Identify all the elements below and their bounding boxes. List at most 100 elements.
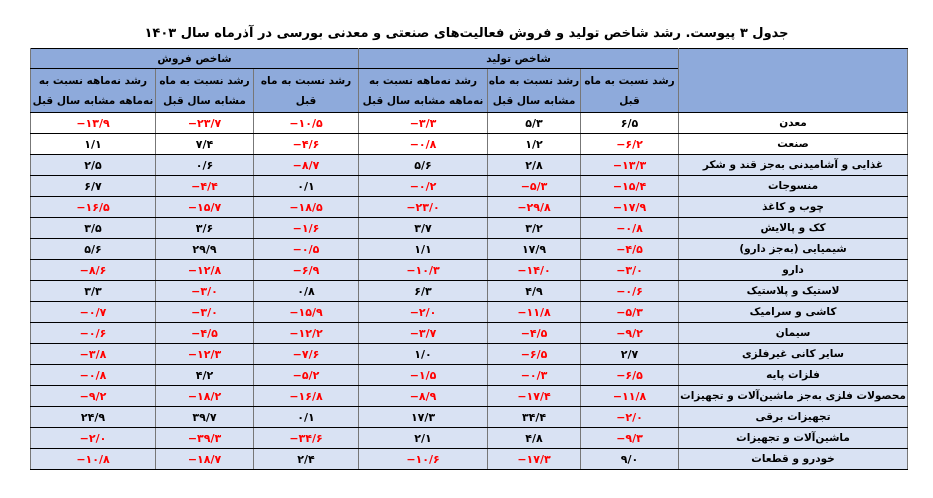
cell-sales-mom: −۱۲/۲ bbox=[253, 322, 360, 344]
cell-production-yoy: −۶/۵ bbox=[487, 343, 582, 365]
table-row: فلزات پایه −۶/۵ −۰/۳ −۱/۵ −۵/۲ ۴/۲ −۰/۸ bbox=[29, 364, 909, 386]
cell-production-mom: −۶/۲ bbox=[580, 133, 680, 155]
table-row: خودرو و قطعات ۹/۰ −۱۷/۳ −۱۰/۶ ۲/۴ −۱۸/۷ −۱۰/۸ bbox=[29, 448, 909, 470]
cell-sales-yoy: −۴/۴ bbox=[155, 175, 255, 197]
cell-production-mom: −۵/۳ bbox=[580, 301, 680, 323]
header-sales-group: شاخص فروش bbox=[29, 48, 360, 69]
header-sales-mom: رشد نسبت به ماه قبل bbox=[253, 68, 360, 113]
row-label: منسوجات bbox=[678, 175, 909, 197]
cell-sales-mom: −۱۵/۹ bbox=[253, 301, 360, 323]
cell-production-yoy: −۱۱/۸ bbox=[487, 301, 582, 323]
cell-production-yoy: −۴/۵ bbox=[487, 322, 582, 344]
table-title: جدول ۳ پیوست. رشد شاخص تولید و فروش فعال… bbox=[144, 26, 789, 41]
cell-sales-9m: −۱۶/۵ bbox=[29, 196, 157, 218]
header-sales-yoy: رشد نسبت به ماه مشابه سال قبل bbox=[155, 68, 255, 113]
cell-production-9m: −۸/۹ bbox=[358, 385, 489, 407]
header-production-yoy: رشد نسبت به ماه مشابه سال قبل bbox=[487, 68, 582, 113]
table-row: لاستیک و پلاستیک −۰/۶ ۴/۹ ۶/۳ ۰/۸ −۳/۰ ۳/۳ bbox=[29, 280, 909, 302]
cell-sales-mom: −۱۶/۸ bbox=[253, 385, 360, 407]
row-label: چوب و کاغذ bbox=[678, 196, 909, 218]
cell-sales-mom: −۵/۲ bbox=[253, 364, 360, 386]
row-label: شیمیایی (به‌جز دارو) bbox=[678, 238, 909, 260]
cell-production-9m: −۲۳/۰ bbox=[358, 196, 489, 218]
cell-production-9m: −۱۰/۳ bbox=[358, 259, 489, 281]
cell-production-9m: ۲/۱ bbox=[358, 427, 489, 449]
cell-sales-yoy: −۳/۰ bbox=[155, 301, 255, 323]
table-row: شیمیایی (به‌جز دارو) −۴/۵ ۱۷/۹ ۱/۱ −۰/۵ ۲۹/۹ ۵… bbox=[29, 238, 909, 260]
cell-sales-yoy: −۲۳/۷ bbox=[155, 112, 255, 134]
cell-production-mom: −۱۷/۹ bbox=[580, 196, 680, 218]
cell-sales-yoy: ۳/۶ bbox=[155, 217, 255, 239]
cell-sales-yoy: ۲۹/۹ bbox=[155, 238, 255, 260]
row-label: صنعت bbox=[678, 133, 909, 155]
cell-production-9m: ۱۷/۳ bbox=[358, 406, 489, 428]
cell-production-mom: −۴/۵ bbox=[580, 238, 680, 260]
cell-sales-9m: −۱۰/۸ bbox=[29, 448, 157, 470]
cell-production-mom: −۰/۸ bbox=[580, 217, 680, 239]
growth-table: شاخص تولید شاخص فروش رشد نسبت به ماه قبل… bbox=[29, 48, 909, 470]
cell-sales-9m: ۲۴/۹ bbox=[29, 406, 157, 428]
cell-production-yoy: −۰/۳ bbox=[487, 364, 582, 386]
cell-sales-mom: −۷/۶ bbox=[253, 343, 360, 365]
cell-sales-mom: ۲/۴ bbox=[253, 448, 360, 470]
cell-production-mom: ۲/۷ bbox=[580, 343, 680, 365]
cell-sales-mom: ۰/۱ bbox=[253, 175, 360, 197]
row-label: تجهیزات برقی bbox=[678, 406, 909, 428]
table-row: معدن ۶/۵ ۵/۳ −۳/۳ −۱۰/۵ −۲۳/۷ −۱۳/۹ bbox=[29, 112, 909, 134]
cell-production-yoy: −۵/۳ bbox=[487, 175, 582, 197]
cell-sales-mom: −۰/۵ bbox=[253, 238, 360, 260]
cell-sales-9m: −۰/۷ bbox=[29, 301, 157, 323]
cell-production-mom: ۶/۵ bbox=[580, 112, 680, 134]
cell-sales-9m: −۸/۶ bbox=[29, 259, 157, 281]
cell-sales-9m: −۰/۸ bbox=[29, 364, 157, 386]
cell-sales-yoy: −۱۲/۳ bbox=[155, 343, 255, 365]
row-label: ماشین‌آلات و تجهیزات bbox=[678, 427, 909, 449]
cell-sales-9m: −۰/۶ bbox=[29, 322, 157, 344]
cell-sales-9m: ۶/۷ bbox=[29, 175, 157, 197]
cell-sales-yoy: −۱۵/۷ bbox=[155, 196, 255, 218]
cell-production-mom: −۱۱/۸ bbox=[580, 385, 680, 407]
header-sales-9m: رشد نه‌ماهه نسبت به نه‌ماهه مشابه سال قب… bbox=[29, 68, 157, 113]
cell-sales-9m: ۲/۵ bbox=[29, 154, 157, 176]
cell-sales-9m: −۱۳/۹ bbox=[29, 112, 157, 134]
cell-sales-yoy: ۴/۲ bbox=[155, 364, 255, 386]
cell-production-mom: −۶/۵ bbox=[580, 364, 680, 386]
row-label: غذایی و آشامیدنی به‌جز قند و شکر bbox=[678, 154, 909, 176]
cell-sales-9m: ۳/۵ bbox=[29, 217, 157, 239]
cell-sales-mom: −۱/۶ bbox=[253, 217, 360, 239]
cell-sales-mom: −۶/۹ bbox=[253, 259, 360, 281]
cell-production-mom: −۹/۳ bbox=[580, 427, 680, 449]
row-label: سایر کانی غیرفلزی bbox=[678, 343, 909, 365]
table-row: کک و پالایش −۰/۸ ۳/۲ ۳/۷ −۱/۶ ۳/۶ ۳/۵ bbox=[29, 217, 909, 239]
cell-sales-yoy: −۴/۵ bbox=[155, 322, 255, 344]
cell-production-9m: ۵/۶ bbox=[358, 154, 489, 176]
cell-sales-mom: −۴/۶ bbox=[253, 133, 360, 155]
cell-production-yoy: ۱۷/۹ bbox=[487, 238, 582, 260]
cell-production-9m: ۶/۳ bbox=[358, 280, 489, 302]
cell-production-9m: ۳/۷ bbox=[358, 217, 489, 239]
cell-sales-yoy: −۱۸/۲ bbox=[155, 385, 255, 407]
cell-production-9m: ۱/۱ bbox=[358, 238, 489, 260]
cell-sales-yoy: −۱۲/۸ bbox=[155, 259, 255, 281]
cell-sales-mom: −۸/۷ bbox=[253, 154, 360, 176]
cell-production-yoy: ۱/۲ bbox=[487, 133, 582, 155]
cell-production-yoy: ۲/۸ bbox=[487, 154, 582, 176]
header-production-group: شاخص تولید bbox=[358, 48, 680, 69]
cell-sales-yoy: ۰/۶ bbox=[155, 154, 255, 176]
cell-sales-mom: −۱۰/۵ bbox=[253, 112, 360, 134]
table-row: تجهیزات برقی −۲/۰ ۳۴/۴ ۱۷/۳ ۰/۱ ۳۹/۷ ۲۴/۹ bbox=[29, 406, 909, 428]
cell-production-9m: −۱/۵ bbox=[358, 364, 489, 386]
row-label: معدن bbox=[678, 112, 909, 134]
cell-production-9m: −۲/۰ bbox=[358, 301, 489, 323]
cell-production-yoy: ۴/۸ bbox=[487, 427, 582, 449]
row-label: محصولات فلزی به‌جز ماشین‌آلات و تجهیزات bbox=[678, 385, 909, 407]
table-row: سایر کانی غیرفلزی ۲/۷ −۶/۵ ۱/۰ −۷/۶ −۱۲/۳ −۳/۸ bbox=[29, 343, 909, 365]
table-row: محصولات فلزی به‌جز ماشین‌آلات و تجهیزات −… bbox=[29, 385, 909, 407]
row-label: لاستیک و پلاستیک bbox=[678, 280, 909, 302]
cell-sales-9m: ۳/۳ bbox=[29, 280, 157, 302]
cell-sales-9m: −۳/۸ bbox=[29, 343, 157, 365]
cell-production-mom: −۱۳/۳ bbox=[580, 154, 680, 176]
cell-production-mom: −۰/۶ bbox=[580, 280, 680, 302]
row-label: فلزات پایه bbox=[678, 364, 909, 386]
header-category-blank bbox=[678, 48, 909, 113]
